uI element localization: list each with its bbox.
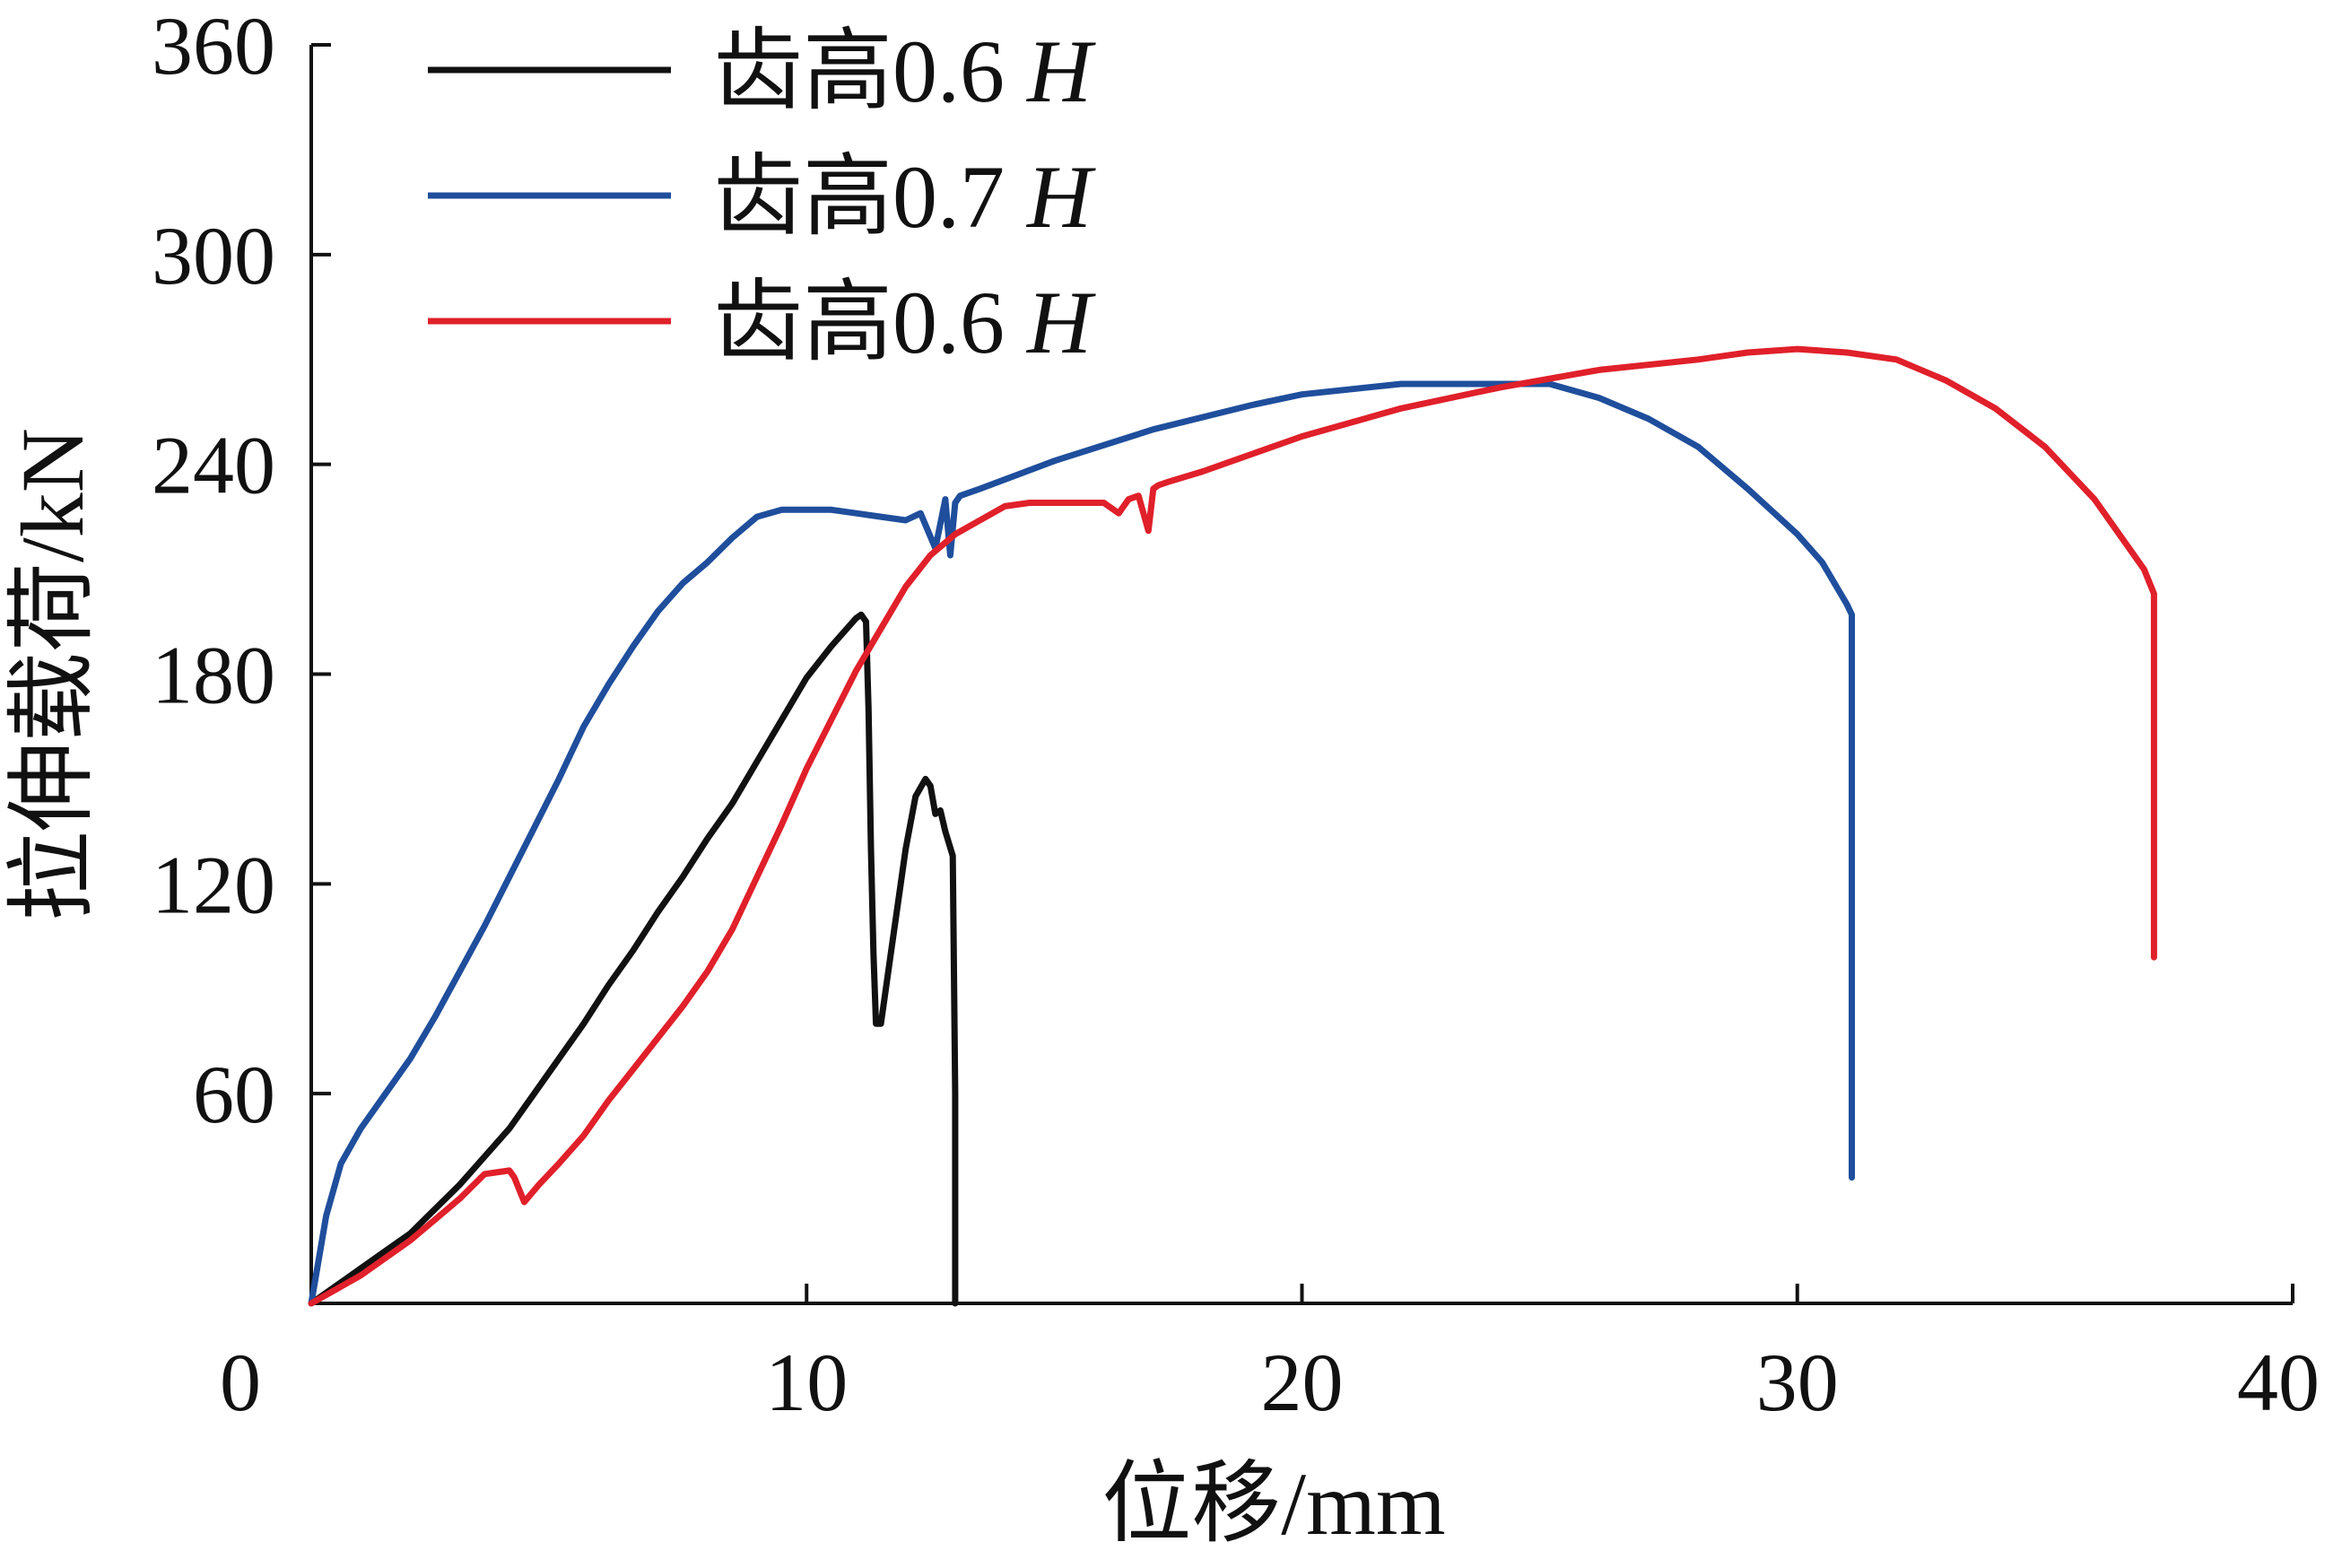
legend-label-2: 齿高0.7 H	[713, 147, 1096, 247]
legend-label-1: 齿高0.6 H	[713, 22, 1096, 121]
legend-label-suffix: H	[1025, 273, 1096, 372]
x-tick-label: 20	[1261, 1337, 1344, 1428]
x-tick-label: 40	[2237, 1337, 2320, 1428]
y-axis-title: 拉伸载荷/kN	[3, 428, 102, 921]
y-tick-label: 60	[193, 1049, 275, 1140]
series-layer	[308, 345, 2157, 1307]
axes	[309, 45, 2293, 1305]
x-tick-label: 10	[765, 1337, 848, 1428]
y-tick-label: 300	[152, 210, 275, 301]
legend-label-text: 齿高0.6	[713, 22, 1005, 121]
series-line-1	[308, 611, 959, 1307]
legend-label-text: 齿高0.7	[713, 147, 1005, 247]
y-tick-label: 120	[152, 839, 275, 930]
x-tick-label: 0	[220, 1337, 261, 1428]
series-line-2	[308, 380, 1855, 1307]
legend-label-3: 齿高0.6 H	[713, 273, 1096, 372]
legend-label-text: 齿高0.6	[713, 273, 1005, 372]
y-tick-label: 240	[152, 420, 275, 511]
y-tick-label: 360	[152, 0, 275, 91]
x-tick-label: 30	[1756, 1337, 1839, 1428]
legend-label-suffix: H	[1025, 22, 1096, 121]
ticks: 60 120 180 240 300 360 0 10 20 30 40	[152, 0, 2320, 1428]
y-tick-label: 180	[152, 630, 275, 721]
series-line-3	[308, 345, 2157, 1307]
legend-label-suffix: H	[1025, 147, 1096, 247]
x-axis-title: 位移/mm	[1101, 1454, 1445, 1554]
